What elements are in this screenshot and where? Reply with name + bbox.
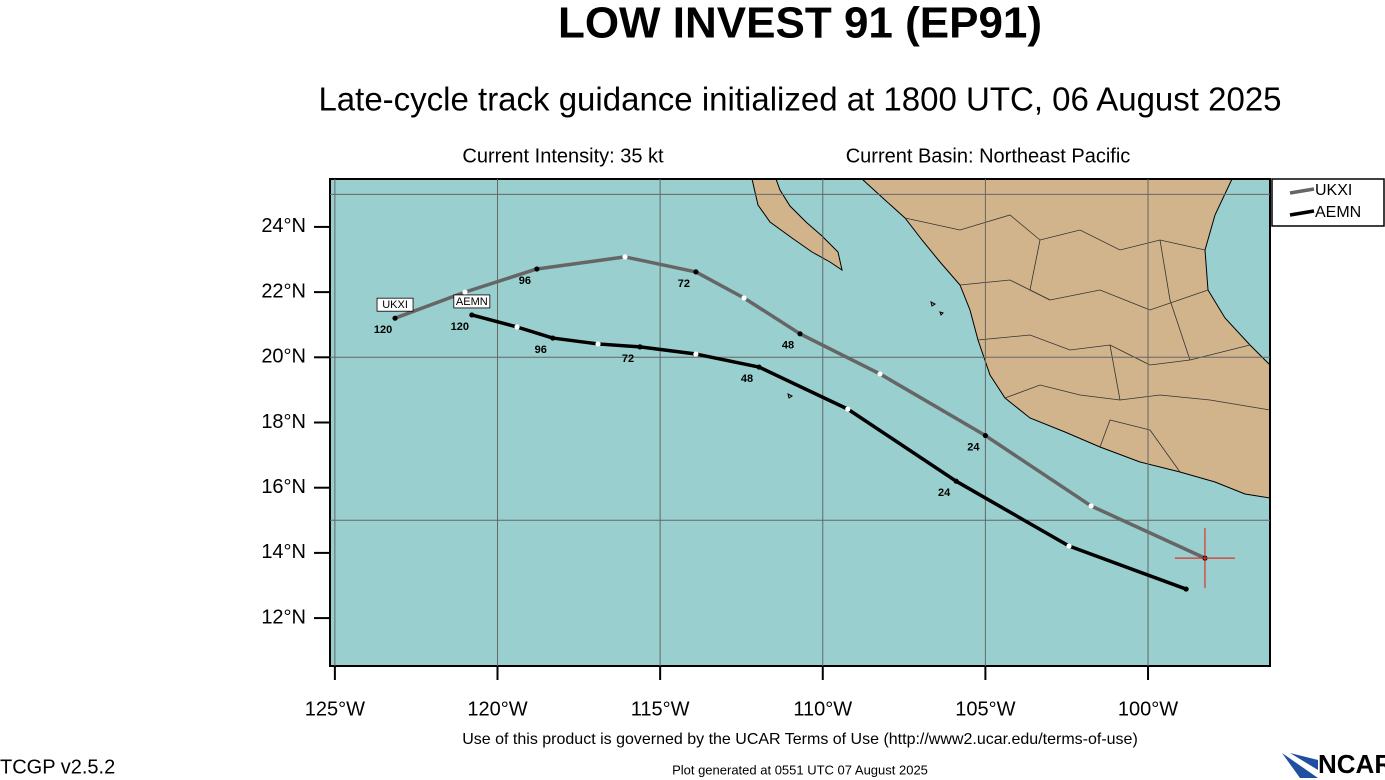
- x-tick-label: 125°W: [305, 698, 365, 720]
- track-point: [877, 371, 883, 377]
- x-tick-label: 100°W: [1118, 698, 1178, 720]
- basin: Current Basin: Northeast Pacific: [846, 145, 1131, 167]
- title: LOW INVEST 91 (EP91): [558, 0, 1042, 48]
- terms: Use of this product is governed by the U…: [462, 731, 1138, 748]
- intensity: Current Intensity: 35 kt: [462, 145, 664, 167]
- track-point: [953, 478, 959, 484]
- storm-tag-box: [453, 294, 491, 309]
- hour-label: 120: [374, 324, 392, 336]
- track-point: [462, 289, 468, 295]
- legend-label: AEMN: [1315, 204, 1361, 221]
- state-borders: [904, 214, 1270, 473]
- track-point: [1088, 503, 1094, 509]
- track-point: [534, 266, 540, 272]
- legend-label: UKXI: [1315, 182, 1352, 199]
- track-point: [845, 406, 851, 412]
- y-tick-label: 16°N: [261, 476, 306, 498]
- legend-box: [1271, 178, 1385, 227]
- track-point: [693, 269, 699, 275]
- y-tick-label: 14°N: [261, 541, 306, 563]
- hour-label: 24: [967, 441, 980, 453]
- track-point: [982, 432, 988, 439]
- legend-line: [1289, 187, 1315, 195]
- storm-tag: UKXI: [382, 299, 408, 311]
- track-point: [741, 295, 747, 301]
- track-point: [514, 324, 520, 330]
- hour-label: 72: [678, 278, 690, 290]
- x-tick-label: 115°W: [631, 698, 690, 720]
- hour-label: 48: [741, 373, 753, 385]
- y-tick-label: 12°N: [261, 606, 306, 628]
- y-tick-label: 18°N: [261, 411, 306, 433]
- track-point: [1066, 543, 1072, 549]
- hour-label: 96: [519, 275, 531, 287]
- storm-tag: AEMN: [456, 296, 488, 308]
- generated: Plot generated at 0551 UTC 07 August 202…: [672, 762, 928, 777]
- logo: NCAR: [1318, 749, 1385, 779]
- x-tick-label: 105°W: [955, 698, 1015, 720]
- storm-tag-box: [376, 297, 414, 312]
- logo-mark: [1282, 753, 1318, 778]
- hour-label: 96: [535, 344, 547, 356]
- hour-label: 24: [938, 487, 951, 499]
- version: TCGP v2.5.2: [0, 756, 115, 778]
- x-tick-label: 120°W: [467, 698, 527, 720]
- y-tick-label: 20°N: [261, 346, 306, 368]
- track-point: [1183, 586, 1189, 592]
- track-point: [637, 344, 643, 350]
- y-tick-label: 22°N: [261, 280, 306, 302]
- legend-line: [1289, 209, 1315, 217]
- track-point: [693, 351, 699, 357]
- current-position: [1174, 528, 1235, 589]
- y-tick-label: 24°N: [261, 215, 306, 237]
- track-point: [756, 364, 762, 370]
- subtitle: Late-cycle track guidance initialized at…: [318, 81, 1281, 118]
- hour-label: 72: [622, 353, 634, 365]
- x-tick-label: 110°W: [793, 698, 852, 720]
- track-point: [622, 254, 628, 260]
- track-point: [797, 331, 803, 337]
- track-point: [469, 312, 475, 318]
- track-point: [392, 315, 398, 321]
- track-point: [550, 335, 556, 341]
- land: [751, 179, 1270, 499]
- hour-label: 48: [782, 340, 794, 352]
- hour-label: 120: [451, 321, 469, 333]
- track-point: [595, 341, 601, 347]
